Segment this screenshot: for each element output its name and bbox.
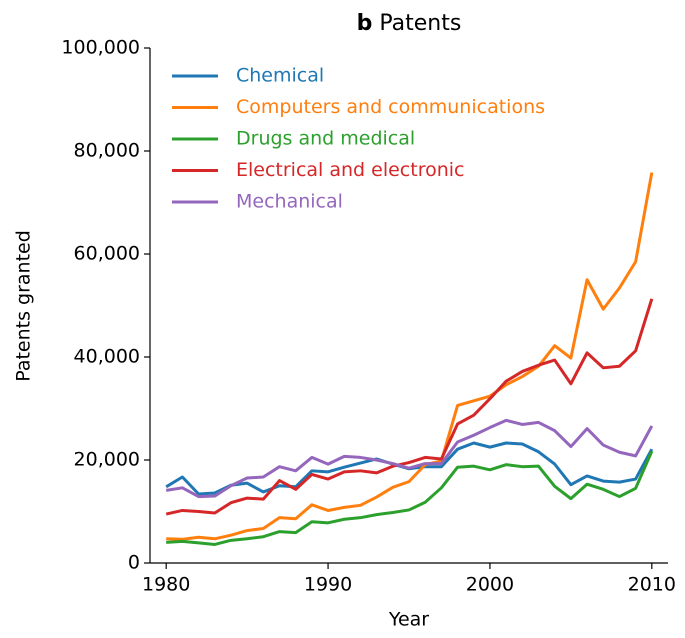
y-axis-label: Patents granted bbox=[13, 230, 35, 382]
y-tick-label: 0 bbox=[128, 552, 140, 574]
x-tick-label: 2000 bbox=[466, 574, 514, 596]
series-line bbox=[166, 172, 654, 541]
x-tick-label: 1990 bbox=[304, 574, 352, 596]
y-tick-label: 40,000 bbox=[74, 346, 140, 368]
x-tick-label: 2010 bbox=[628, 574, 676, 596]
legend-label: Drugs and medical bbox=[236, 128, 415, 150]
legend-label: Computers and communications bbox=[236, 96, 545, 118]
panel-label: b bbox=[357, 11, 373, 36]
series-line bbox=[165, 418, 654, 499]
legend-label: Chemical bbox=[236, 65, 324, 87]
title-text: Patents bbox=[379, 11, 461, 36]
y-tick-label: 20,000 bbox=[74, 449, 140, 471]
legend-label: Mechanical bbox=[236, 191, 343, 213]
x-axis-label: Year bbox=[388, 609, 429, 631]
series-line bbox=[166, 450, 654, 546]
x-tick-label: 1980 bbox=[142, 574, 190, 596]
y-tick-label: 80,000 bbox=[74, 140, 140, 162]
y-tick-label: 100,000 bbox=[61, 37, 140, 59]
legend-label: Electrical and electronic bbox=[236, 159, 465, 181]
chart-title: b Patents bbox=[357, 11, 462, 36]
y-tick-label: 60,000 bbox=[74, 243, 140, 265]
series-line bbox=[165, 298, 654, 516]
